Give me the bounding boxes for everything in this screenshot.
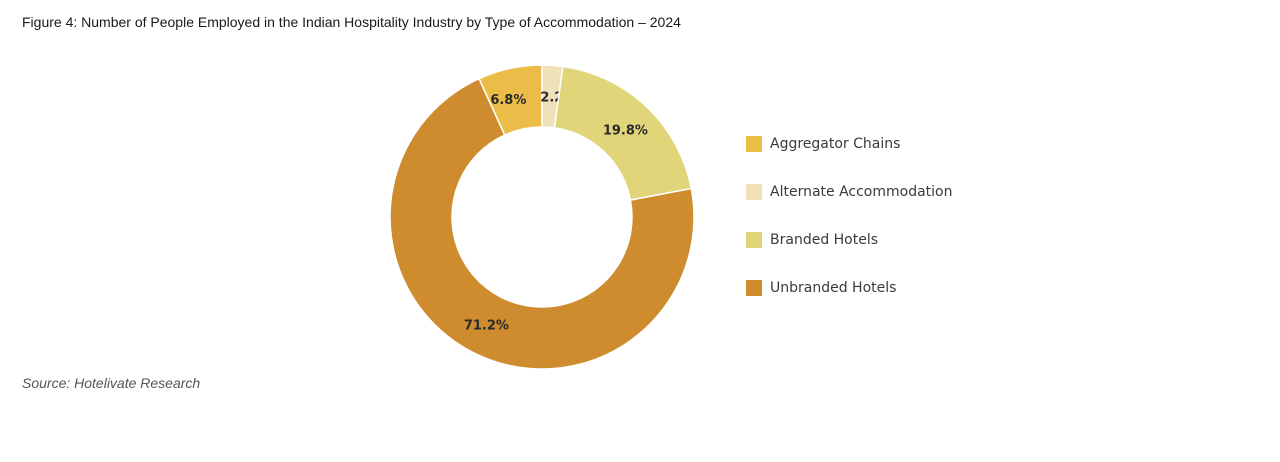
slice-label-aggregator-chains: 6.8%	[490, 93, 526, 108]
legend-swatch	[746, 232, 762, 248]
chart-legend: Aggregator Chains Alternate Accommodation…	[746, 134, 953, 326]
legend-item: Alternate Accommodation	[746, 182, 953, 202]
source-note: Source: Hotelivate Research	[22, 375, 201, 391]
legend-label: Unbranded Hotels	[770, 280, 897, 296]
legend-item: Branded Hotels	[746, 230, 953, 250]
legend-swatch	[746, 280, 762, 296]
legend-label: Branded Hotels	[770, 232, 879, 248]
legend-label: Alternate Accommodation	[770, 184, 953, 200]
slice-label-branded-hotels: 19.8%	[603, 123, 648, 138]
legend-swatch	[746, 136, 762, 152]
legend-label: Aggregator Chains	[770, 136, 901, 152]
legend-item: Aggregator Chains	[746, 134, 953, 154]
slice-label-unbranded-hotels: 71.2%	[464, 318, 509, 333]
legend-item: Unbranded Hotels	[746, 278, 953, 298]
donut-slice-unbranded-hotels	[389, 77, 695, 370]
chart-title: Figure 4: Number of People Employed in t…	[22, 14, 681, 30]
legend-swatch	[746, 184, 762, 200]
